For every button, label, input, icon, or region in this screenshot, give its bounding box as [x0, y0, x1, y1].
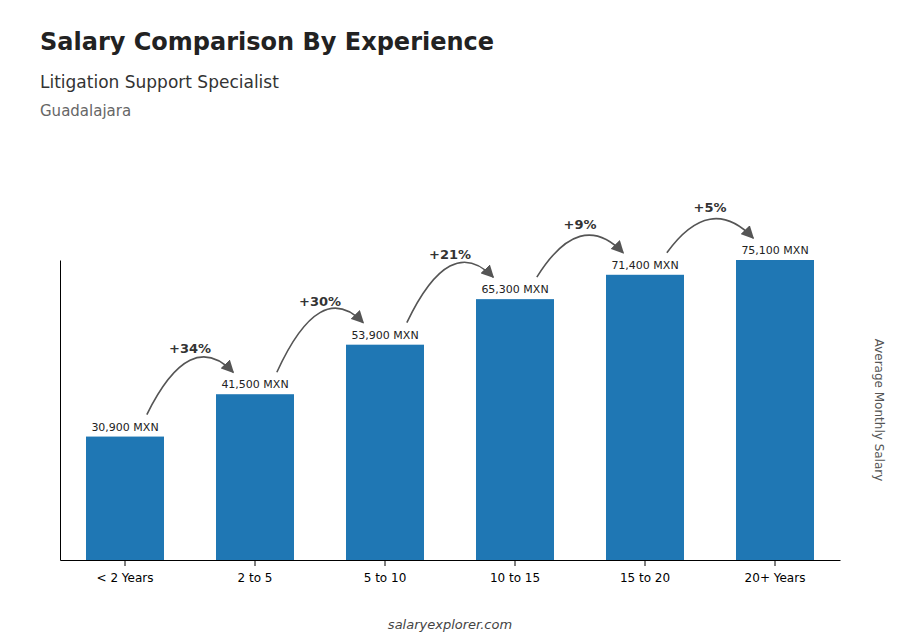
- data-label: 53,900 MXN: [351, 329, 418, 342]
- change-arrow: [667, 219, 753, 253]
- change-arrow: [147, 357, 233, 415]
- x-tick-mark: [515, 560, 516, 566]
- x-axis-line: [61, 560, 841, 561]
- data-label: 71,400 MXN: [611, 259, 678, 272]
- y-axis-line: [60, 261, 61, 561]
- x-tick: 5 to 10: [364, 560, 407, 585]
- change-arrow: [407, 262, 493, 322]
- subtitle: Litigation Support Specialist: [40, 72, 279, 92]
- chart-container: Salary Comparison By Experience Litigatio…: [0, 0, 900, 641]
- data-label: 65,300 MXN: [481, 283, 548, 296]
- x-axis: < 2 Years 2 to 5 5 to 10 10 to 15 15 to 20 20…: [61, 560, 841, 585]
- x-tick-mark: [775, 560, 776, 566]
- bar: [606, 275, 684, 560]
- change-label: +21%: [429, 247, 471, 262]
- bars: [86, 260, 814, 560]
- data-labels: 30,900 MXN 41,500 MXN 53,900 MXN 65,300 MXN…: [91, 244, 808, 434]
- bar: [476, 299, 554, 560]
- footer: salaryexplorer.com: [388, 617, 512, 632]
- x-tick-label: 20+ Years: [745, 571, 806, 585]
- change-label: +9%: [564, 217, 597, 232]
- subtitle: Guadalajara: [40, 102, 131, 120]
- data-label: 30,900 MXN: [91, 421, 158, 434]
- change-arrow: [537, 235, 623, 277]
- bar: [346, 345, 424, 560]
- x-tick: < 2 Years: [97, 560, 154, 585]
- y-axis-title: Average Monthly Salary: [872, 339, 886, 482]
- y-axis: [60, 261, 61, 561]
- x-tick-mark: [645, 560, 646, 566]
- x-tick-label: 2 to 5: [238, 571, 273, 585]
- title: Salary Comparison By Experience: [40, 28, 494, 56]
- x-tick-label: 15 to 20: [620, 571, 670, 585]
- x-tick: 2 to 5: [238, 560, 273, 585]
- x-tick: 15 to 20: [620, 560, 670, 585]
- x-tick-mark: [125, 560, 126, 566]
- x-tick-mark: [385, 560, 386, 566]
- x-tick: 10 to 15: [490, 560, 540, 585]
- x-tick-label: 5 to 10: [364, 571, 407, 585]
- x-tick-label: < 2 Years: [97, 571, 154, 585]
- x-tick-label: 10 to 15: [490, 571, 540, 585]
- bar: [86, 437, 164, 560]
- change-label: +30%: [299, 294, 341, 309]
- bar: [736, 260, 814, 560]
- chart: Salary Comparison By Experience Litigatio…: [0, 0, 900, 641]
- data-label: 75,100 MXN: [741, 244, 808, 257]
- data-label: 41,500 MXN: [221, 378, 288, 391]
- change-arrow: [277, 308, 363, 372]
- change-label: +34%: [169, 341, 211, 356]
- x-tick-mark: [255, 560, 256, 566]
- x-tick: 20+ Years: [745, 560, 806, 585]
- change-label: +5%: [694, 200, 727, 215]
- bar: [216, 394, 294, 560]
- annotations: +34% +30% +21% +9% +5% salaryexplorer.com: [147, 200, 753, 632]
